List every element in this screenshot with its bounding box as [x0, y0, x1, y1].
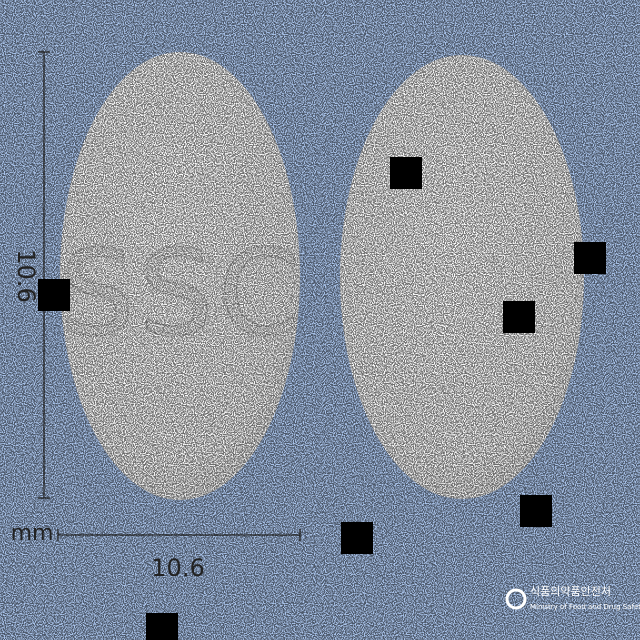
logo: 식품의약품안전처 Ministry of Food and Drug Safet… [505, 584, 640, 611]
width-dimension [57, 529, 301, 541]
occlusion-squares [38, 157, 606, 640]
logo-korean: 식품의약품안전처 [530, 584, 611, 598]
width-label: 10.6 [151, 554, 204, 582]
height-dimension [38, 51, 50, 499]
height-label: 10.6 [12, 249, 40, 302]
logo-english: Ministry of Food and Drug Safety [530, 603, 640, 611]
unit-label: mm [11, 521, 54, 546]
logo-mark [505, 588, 527, 610]
